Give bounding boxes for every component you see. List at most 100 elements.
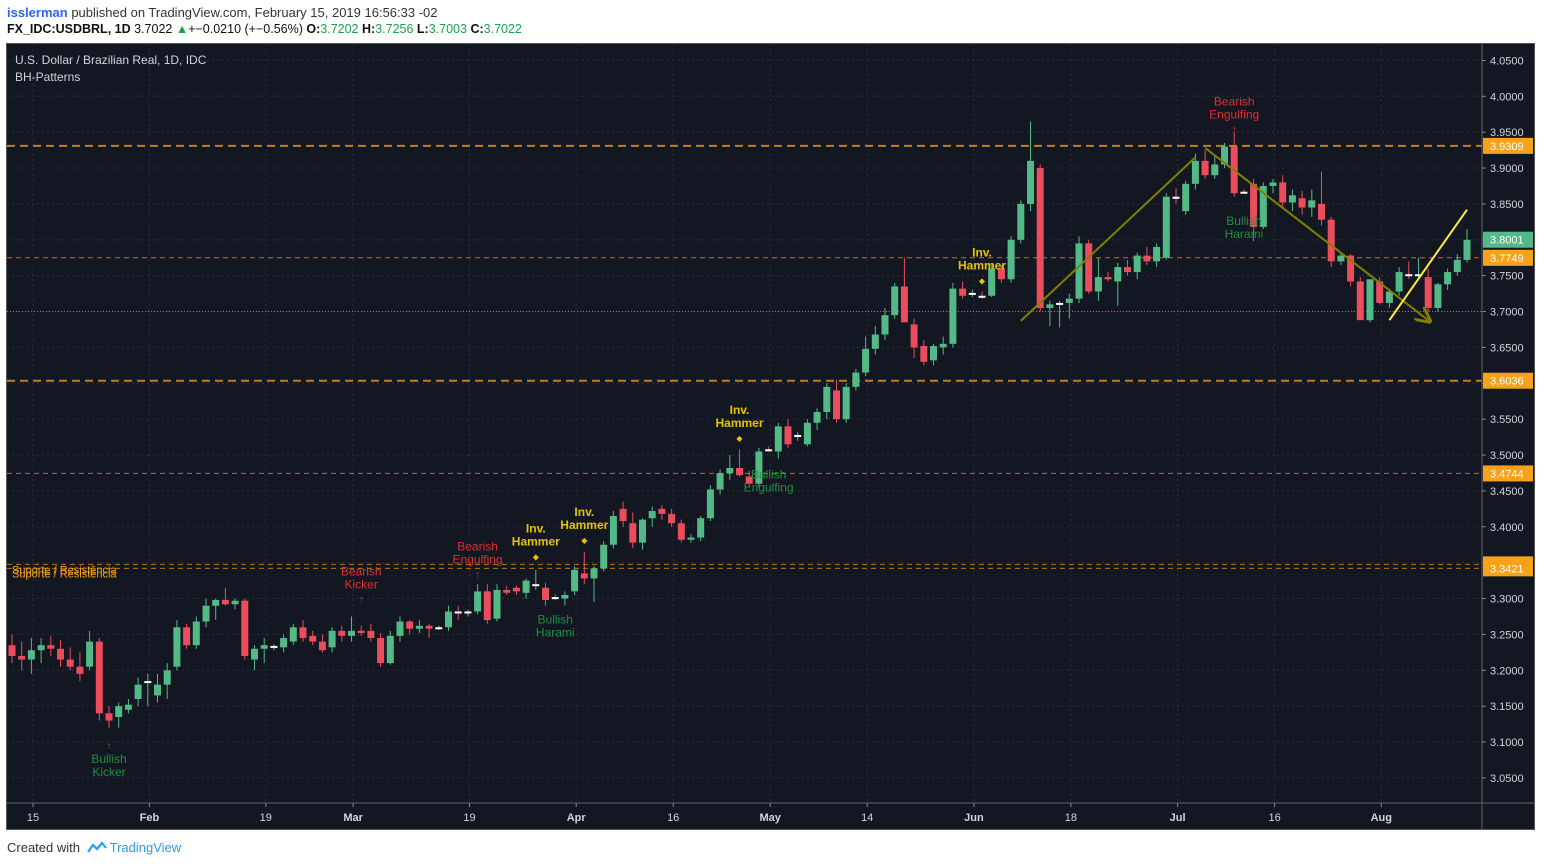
candle-body xyxy=(231,600,239,605)
candle-body xyxy=(1172,196,1180,199)
pattern-label: Inv. xyxy=(972,245,992,259)
candle-body xyxy=(736,467,743,476)
time-tick-label: Apr xyxy=(567,812,587,824)
candle-body xyxy=(124,704,132,710)
candle-body xyxy=(842,386,850,420)
candle-body xyxy=(202,605,210,622)
candle-body xyxy=(1318,203,1325,220)
created-with-label: Created with xyxy=(7,840,80,855)
candle-body xyxy=(668,513,676,524)
pattern-label: Kicker xyxy=(345,578,378,592)
price-tick-label: 3.6500 xyxy=(1490,342,1524,354)
candle-body xyxy=(862,348,870,373)
tradingview-link[interactable]: TradingView xyxy=(109,840,182,855)
candle-body xyxy=(415,625,423,629)
trend-line xyxy=(1388,209,1468,321)
candle-body xyxy=(784,426,792,445)
level-price-tag xyxy=(1483,465,1533,482)
arrow-marker-icon: ↑ xyxy=(475,569,480,580)
close-value: 3.7022 xyxy=(483,22,522,36)
level-price-tag xyxy=(1483,249,1533,266)
pattern-label: Kicker xyxy=(92,765,125,779)
diamond-marker-icon: ◆ xyxy=(533,553,540,562)
candle-body xyxy=(1036,168,1044,308)
candle-body xyxy=(1211,164,1219,176)
candle-body xyxy=(968,292,976,295)
time-tick-label: May xyxy=(759,812,781,824)
candle-body xyxy=(1376,281,1384,303)
candle-body xyxy=(1347,255,1355,282)
pattern-label: Harami xyxy=(536,625,575,639)
author-link[interactable]: isslerman xyxy=(7,5,68,20)
candle-body xyxy=(571,569,579,592)
candle-body xyxy=(1143,255,1151,262)
candle-body xyxy=(1269,182,1277,186)
candle-body xyxy=(1162,196,1170,258)
candle-body xyxy=(1424,277,1432,308)
candle-body xyxy=(629,523,637,543)
candle-body xyxy=(658,508,666,514)
candle-body xyxy=(852,372,860,387)
candle-body xyxy=(18,655,26,660)
candle-body xyxy=(1191,160,1199,184)
candle-body xyxy=(1133,255,1141,273)
grid xyxy=(7,44,1482,803)
high-value: 3.7256 xyxy=(375,22,414,36)
support-resistance-label: Suporte / Resistência xyxy=(12,568,117,580)
candle-body xyxy=(66,659,74,667)
candle-body xyxy=(600,544,608,569)
candle-body xyxy=(1085,243,1093,292)
low-value: 3.7003 xyxy=(428,22,467,36)
candle-body xyxy=(1444,272,1452,285)
candle-body xyxy=(377,638,385,664)
candle-body xyxy=(8,645,16,656)
pattern-labels: ↑BullishKicker↑BearishKicker↑BearishEngu… xyxy=(91,95,1263,780)
candle-body xyxy=(794,434,802,437)
price-tick-label: 3.7500 xyxy=(1490,271,1524,283)
time-tick-label: 14 xyxy=(861,812,873,824)
candle-body xyxy=(648,511,656,519)
candle-body xyxy=(774,426,782,452)
pattern-label: Hammer xyxy=(958,258,1006,272)
candle-body xyxy=(522,580,530,593)
candle-body xyxy=(1104,277,1112,280)
support-resistance-label: Suporte / Resistência xyxy=(12,564,117,576)
pattern-label: Inv. xyxy=(574,505,594,519)
symbol-header: FX_IDC:USDBRL, 1D 3.7022 ▲+−0.0210 (+−0.… xyxy=(7,22,522,36)
candle-body xyxy=(1298,198,1306,208)
candle-body xyxy=(609,516,617,545)
candle-body xyxy=(959,288,967,296)
candle-body xyxy=(144,681,152,684)
price-tick-label: 4.0000 xyxy=(1490,91,1524,103)
candle-body xyxy=(1056,302,1064,305)
candle-body xyxy=(76,666,84,674)
chart-title: U.S. Dollar / Brazilian Real, 1D, IDC xyxy=(15,53,207,67)
candle-body xyxy=(1405,274,1413,277)
candle-body xyxy=(1356,281,1364,321)
pattern-label: Harami xyxy=(1225,227,1264,241)
price-tick-label: 3.8500 xyxy=(1490,199,1524,211)
candles xyxy=(8,121,1471,728)
pattern-label: Bullish xyxy=(1226,214,1261,228)
candle-body xyxy=(871,334,879,349)
candle-body xyxy=(512,587,520,592)
pattern-label: Bullish xyxy=(538,612,573,626)
indicator-name: BH-Patterns xyxy=(15,70,80,84)
time-tick-label: 15 xyxy=(27,812,39,824)
candle-body xyxy=(551,597,559,600)
candle-body xyxy=(1201,160,1209,176)
last-price-tag xyxy=(1483,231,1533,248)
candle-body xyxy=(590,568,598,579)
candle-body xyxy=(1046,304,1054,308)
time-tick-label: 19 xyxy=(463,812,475,824)
candle-body xyxy=(251,648,258,660)
price-tick-label: 3.0500 xyxy=(1490,773,1524,785)
candle-body xyxy=(900,286,908,323)
candle-body xyxy=(706,489,714,519)
candle-body xyxy=(619,508,627,522)
candle-body xyxy=(260,645,268,649)
candle-body xyxy=(134,684,142,699)
candle-body xyxy=(532,584,540,587)
candle-body xyxy=(309,635,317,642)
